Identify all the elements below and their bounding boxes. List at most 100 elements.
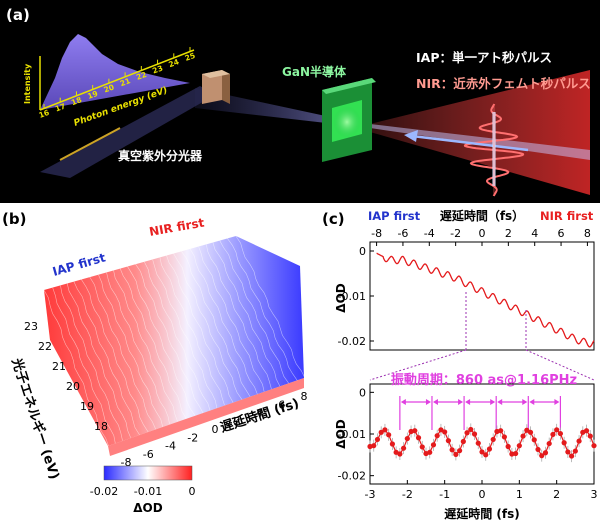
c-top-xlabel: 遅延時間（fs） bbox=[440, 208, 524, 223]
c-top-ylabel: ΔOD bbox=[334, 283, 348, 312]
spectrum-tick-label: 19 bbox=[86, 89, 99, 101]
delay-tick-label: -6 bbox=[143, 448, 154, 461]
c-top-x-tick-label: -6 bbox=[397, 227, 408, 240]
delay-tick-label: 0 bbox=[212, 423, 219, 436]
data-point bbox=[520, 433, 526, 439]
data-point bbox=[561, 440, 567, 446]
surface-ridge-line bbox=[152, 259, 218, 408]
spectrometer-label: 真空紫外分光器 bbox=[118, 148, 203, 163]
data-point bbox=[374, 436, 381, 443]
data-point bbox=[583, 428, 590, 434]
surface-ridge-line bbox=[66, 283, 131, 438]
c-bottom-y-tick-label: 0 bbox=[359, 386, 366, 399]
delay-tick-label: 8 bbox=[301, 390, 308, 403]
data-point bbox=[501, 434, 507, 440]
period-arrow-head bbox=[554, 399, 560, 405]
c-top-y-ticks: 0 -0.01 -0.02 bbox=[338, 245, 374, 348]
data-point bbox=[516, 443, 522, 449]
energy-tick-label: 18 bbox=[94, 420, 108, 433]
data-point bbox=[404, 435, 410, 442]
sample-label: GaN半導体 bbox=[282, 64, 347, 79]
nir-beam bbox=[370, 70, 590, 195]
data-point bbox=[572, 448, 578, 454]
data-point bbox=[449, 447, 455, 453]
data-point bbox=[486, 446, 493, 452]
c-top-x-tick-label: 6 bbox=[558, 227, 565, 240]
colorbar-tick-min: -0.02 bbox=[90, 485, 118, 498]
iap-arrow-head bbox=[404, 130, 418, 142]
data-point bbox=[539, 453, 545, 459]
period-arrow-head bbox=[400, 399, 406, 405]
surface-ridge-line bbox=[144, 261, 211, 411]
spectrometer-trace bbox=[59, 127, 121, 161]
data-point bbox=[419, 444, 425, 450]
c-top-x-tick-label: 8 bbox=[584, 227, 591, 240]
c-bottom-x-tick-label: 0 bbox=[479, 488, 486, 501]
c-bottom-x-tick-label: -2 bbox=[402, 488, 413, 501]
surface-ridge-line bbox=[198, 246, 265, 392]
c-top-x-tick-label: 4 bbox=[531, 227, 538, 240]
data-point bbox=[546, 440, 552, 447]
c-bottom-x-tick-label: 1 bbox=[516, 488, 523, 501]
c-top-x-tick-label: -8 bbox=[371, 227, 382, 240]
spectrum-tick-label: 20 bbox=[102, 83, 115, 95]
data-point bbox=[464, 430, 470, 436]
surface-ridge-line bbox=[226, 238, 298, 381]
delay-tick-label: 2 bbox=[234, 415, 241, 428]
data-point bbox=[445, 438, 451, 444]
data-point bbox=[527, 429, 534, 435]
colorbar-tick-mid: -0.01 bbox=[134, 485, 162, 498]
delay-axis-ticks: -8 -6 -4 -2 0 2 4 6 8 bbox=[121, 390, 308, 469]
period-arrow-head bbox=[529, 399, 535, 405]
surface-front-edge bbox=[108, 378, 304, 456]
spectrum-tick-label: 22 bbox=[135, 70, 148, 82]
energy-axis-label: 光子エネルギー (eV) bbox=[8, 355, 63, 481]
data-point bbox=[371, 443, 377, 449]
data-point bbox=[415, 435, 422, 441]
data-point bbox=[382, 427, 388, 433]
data-point bbox=[434, 433, 440, 439]
surface-ridge-line bbox=[127, 266, 196, 417]
nir-first-label: NIR first bbox=[148, 215, 205, 238]
data-point bbox=[557, 430, 564, 437]
data-point bbox=[498, 428, 504, 434]
surface-ridge-line bbox=[173, 253, 243, 400]
delay-tick-label: -4 bbox=[165, 440, 176, 453]
colorbar-tick-max: 0 bbox=[189, 485, 196, 498]
c-top-y-tick-label: -0.02 bbox=[338, 335, 366, 348]
spectrum-tick-label: 18 bbox=[70, 95, 83, 107]
surface-ridge-line bbox=[73, 281, 140, 436]
energy-tick-label: 23 bbox=[24, 320, 38, 333]
surface-ridge-line bbox=[212, 242, 281, 387]
data-point bbox=[412, 428, 418, 434]
energy-tick-label: 22 bbox=[38, 340, 52, 353]
surface-ridge-line bbox=[98, 274, 163, 428]
c-bottom-y-ticks: 0 -0.01 -0.02 bbox=[338, 386, 374, 483]
panel-c: (c) IAP first 遅延時間（fs） NIR first -8 -6 -4-… bbox=[322, 208, 598, 521]
grating-icon bbox=[202, 70, 230, 104]
surface-ridge-line bbox=[89, 276, 157, 430]
c-bottom-x-tick-label: 3 bbox=[591, 488, 598, 501]
period-label: 振動周期：860 as@1.16PHz bbox=[391, 372, 577, 388]
data-point bbox=[531, 437, 537, 443]
c-top-y-tick-label: -0.01 bbox=[338, 290, 366, 303]
c-nir-first-label: NIR first bbox=[540, 209, 594, 223]
data-point bbox=[471, 431, 478, 437]
data-point bbox=[565, 449, 571, 455]
data-point bbox=[535, 446, 541, 453]
period-arrow-head bbox=[458, 399, 464, 405]
data-point bbox=[378, 429, 384, 435]
spectrum-tick-label: 21 bbox=[119, 76, 132, 88]
data-point bbox=[513, 450, 519, 457]
data-point bbox=[490, 436, 496, 443]
c-top-y-tick-label: 0 bbox=[359, 245, 366, 258]
period-markers bbox=[399, 396, 562, 430]
data-point bbox=[479, 449, 485, 455]
spectrum-tick-label: 24 bbox=[167, 57, 180, 69]
data-point bbox=[569, 453, 575, 459]
data-point bbox=[430, 442, 437, 448]
surface-ridge-line bbox=[60, 285, 123, 441]
data-point bbox=[457, 448, 463, 454]
data-point bbox=[442, 429, 448, 435]
